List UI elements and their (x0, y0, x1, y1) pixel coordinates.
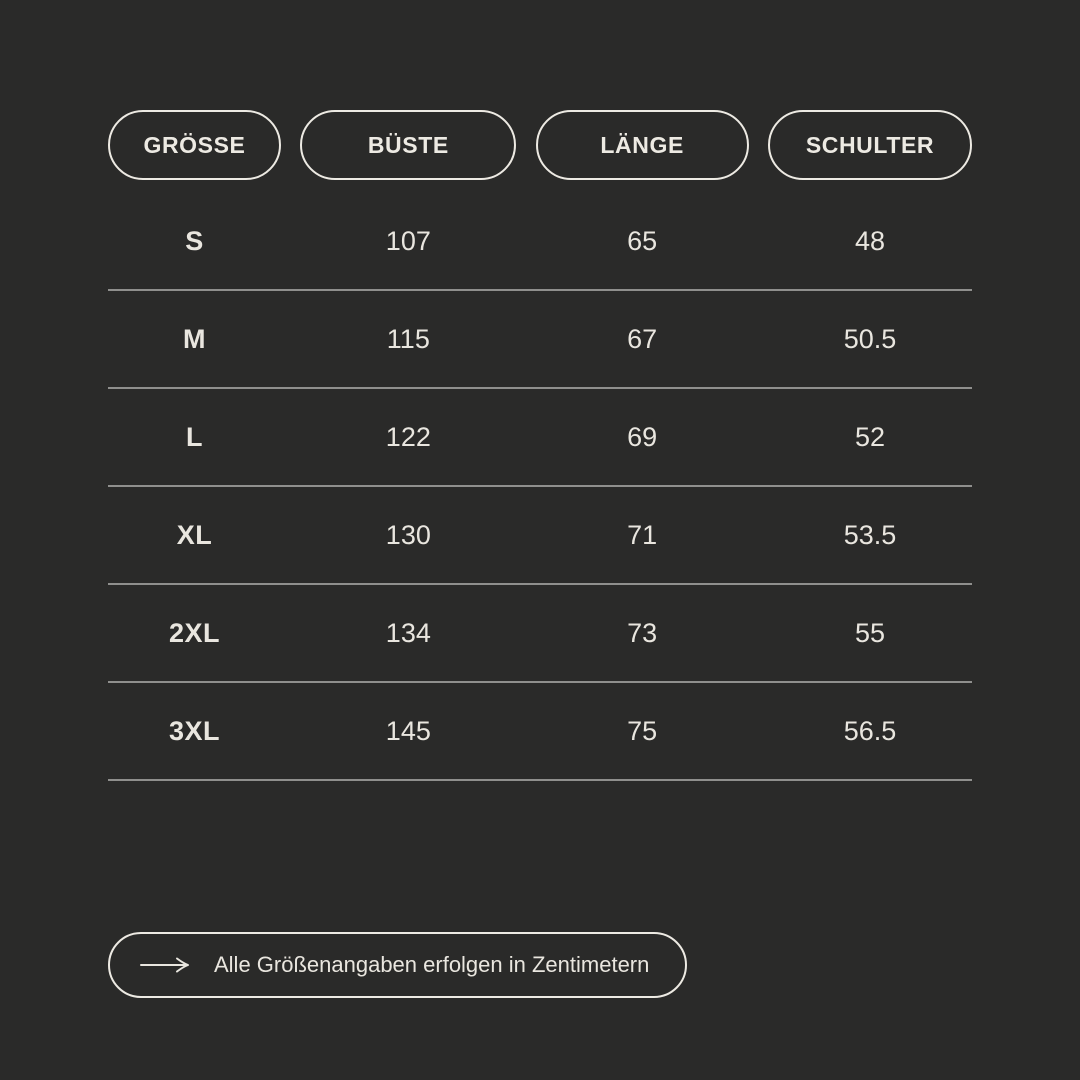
size-label: L (186, 421, 203, 452)
shoulder-value: 55 (854, 617, 885, 648)
header-pill-schulter: SCHULTER (767, 110, 972, 180)
table-row-3xl: 3XL 145 75 56.5 (108, 683, 972, 781)
header-pill-bueste: BÜSTE (300, 110, 517, 180)
size-label: M (183, 323, 206, 354)
header-label-groesse: GRÖSSE (143, 131, 246, 158)
header-pill-laenge: LÄNGE (535, 110, 749, 180)
bust-value: 107 (385, 225, 431, 256)
size-label: 3XL (168, 715, 221, 746)
shoulder-value: 50.5 (843, 323, 897, 354)
bust-value: 130 (385, 519, 431, 550)
size-label: 2XL (168, 617, 221, 648)
size-table: GRÖSSE BÜSTE LÄNGE SCHULTER S 107 65 48 … (108, 110, 972, 781)
bust-value: 145 (385, 715, 431, 746)
bust-value: 122 (385, 421, 431, 452)
long-right-arrow-icon (140, 957, 189, 973)
length-value: 71 (627, 519, 658, 550)
length-value: 67 (627, 323, 658, 354)
header-pill-groesse: GRÖSSE (108, 110, 281, 180)
header-label-schulter: SCHULTER (805, 131, 935, 158)
table-row-s: S 107 65 48 (108, 193, 972, 291)
shoulder-value: 56.5 (843, 715, 897, 746)
size-label: S (185, 225, 204, 256)
table-header-row: GRÖSSE BÜSTE LÄNGE SCHULTER (108, 110, 972, 180)
header-label-laenge: LÄNGE (600, 131, 684, 158)
table-row-xl: XL 130 71 53.5 (108, 487, 972, 585)
bust-value: 134 (385, 617, 431, 648)
header-label-bueste: BÜSTE (367, 131, 449, 158)
table-row-l: L 122 69 52 (108, 389, 972, 487)
shoulder-value: 48 (854, 225, 885, 256)
table-row-2xl: 2XL 134 73 55 (108, 585, 972, 683)
length-value: 65 (627, 225, 658, 256)
shoulder-value: 52 (854, 421, 885, 452)
table-row-m: M 115 67 50.5 (108, 291, 972, 389)
size-label: XL (176, 519, 213, 550)
table-body: S 107 65 48 M 115 67 50.5 L 122 69 52 XL… (108, 193, 972, 781)
length-value: 75 (627, 715, 658, 746)
units-note-text: Alle Größenangaben erfolgen in Zentimete… (214, 952, 650, 977)
units-note-pill: Alle Größenangaben erfolgen in Zentimete… (108, 932, 688, 998)
length-value: 69 (627, 421, 658, 452)
shoulder-value: 53.5 (843, 519, 897, 550)
bust-value: 115 (386, 323, 430, 354)
length-value: 73 (627, 617, 658, 648)
